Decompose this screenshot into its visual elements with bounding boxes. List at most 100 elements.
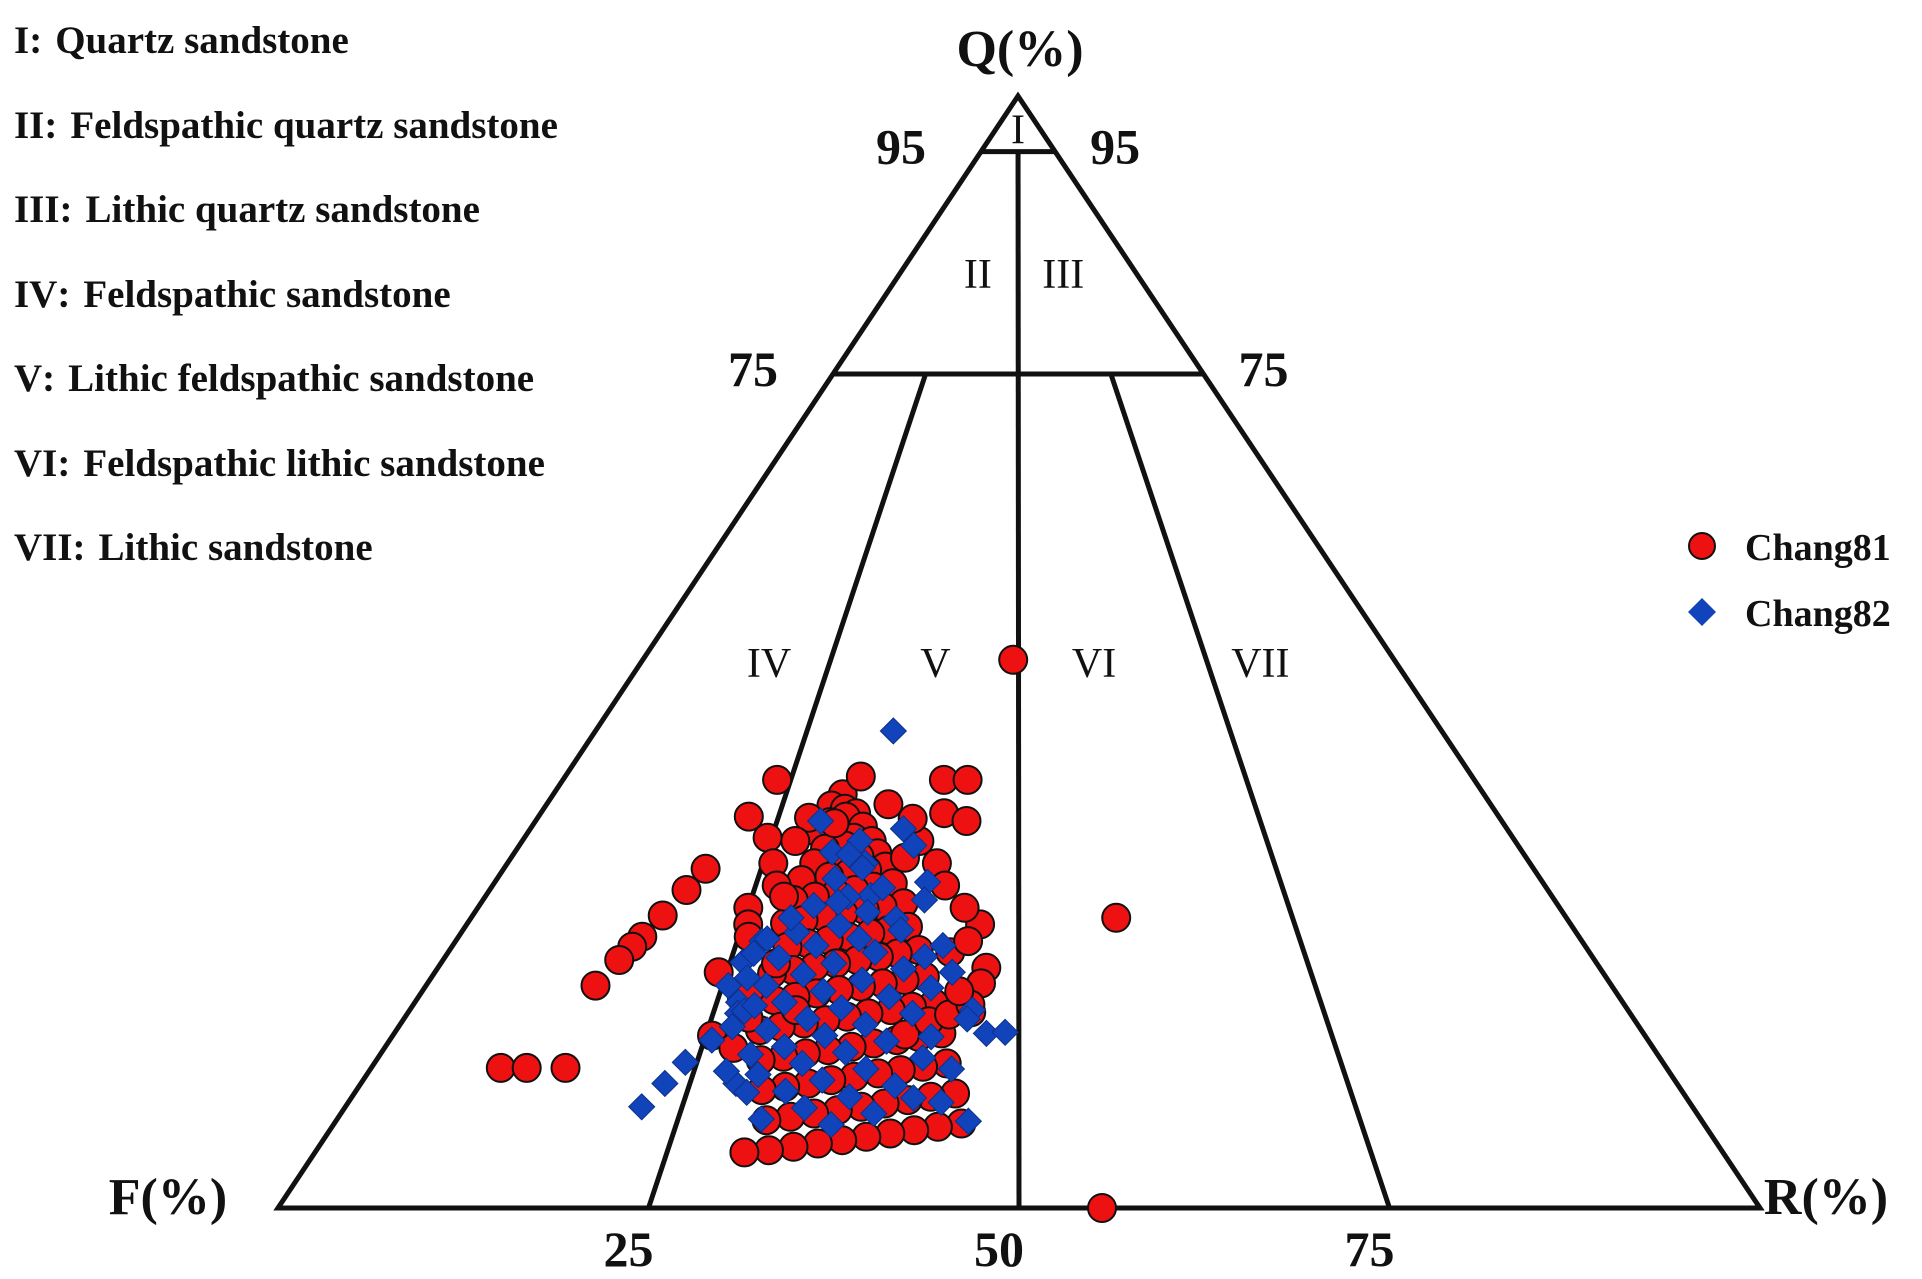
point-chang82 <box>898 999 927 1028</box>
q-tick-left-75: 75 <box>728 341 778 397</box>
point-chang82 <box>889 955 918 983</box>
legend-entry-IV: IV: Feldspathic sandstone <box>14 272 451 316</box>
point-chang82 <box>852 1055 880 1083</box>
field-label-VI: VI <box>1072 641 1116 687</box>
point-chang81 <box>690 853 721 884</box>
field-label-I: I <box>1011 107 1025 153</box>
point-chang82 <box>927 1088 955 1117</box>
point-chang82 <box>899 1084 928 1112</box>
legend-entry-II: II: Feldspathic quartz sandstone <box>14 103 558 147</box>
point-chang82 <box>889 815 918 843</box>
point-chang82 <box>712 1057 741 1085</box>
field-label-V: V <box>920 641 950 687</box>
legend-entry-VII: VII: Lithic sandstone <box>14 526 373 569</box>
legend-code: II <box>14 103 45 147</box>
point-chang82 <box>718 1013 747 1041</box>
point-chang82 <box>887 916 915 944</box>
axis-labels: Q(%) F(%) R(%) <box>109 21 1888 1226</box>
point-chang82 <box>771 1077 800 1105</box>
point-chang82 <box>765 944 793 972</box>
point-chang82 <box>868 874 897 902</box>
point-chang82 <box>954 1107 983 1135</box>
field-label-III: III <box>1042 252 1084 298</box>
point-chang82 <box>824 888 852 916</box>
q-tick-left-95: 95 <box>876 119 926 175</box>
legend-name: Lithic sandstone <box>98 526 373 569</box>
base-tick-25: 25 <box>604 1221 654 1277</box>
point-chang82 <box>736 1040 765 1069</box>
point-chang82 <box>770 1033 799 1061</box>
legend-entry-I: I: Quartz sandstone <box>14 19 349 62</box>
legend-label-chang81: Chang81 <box>1745 527 1891 569</box>
point-chang82 <box>739 939 768 968</box>
point-chang82 <box>911 942 939 971</box>
point-chang82 <box>851 1010 880 1039</box>
point-chang82 <box>788 1049 816 1078</box>
point-chang81 <box>780 826 811 856</box>
point-chang82 <box>953 1005 981 1033</box>
point-chang82 <box>651 1069 679 1098</box>
point-chang82 <box>937 1055 966 1083</box>
legend-name: Feldspathic sandstone <box>83 272 451 316</box>
point-chang82 <box>744 1060 772 1089</box>
axis-title-left: F(%) <box>109 1169 227 1226</box>
point-chang82 <box>853 898 882 926</box>
point-chang82 <box>938 958 966 986</box>
point-chang81 <box>733 801 764 832</box>
field-label-IV: IV <box>747 641 791 687</box>
legend-entry-VI: VI: Feldspathic lithic sandstone <box>14 441 545 485</box>
point-chang82 <box>991 1018 1019 1047</box>
legend-code: I <box>14 19 30 62</box>
point-chang82 <box>733 964 762 992</box>
point-chang82 <box>929 931 957 960</box>
point-chang82 <box>872 1027 901 1055</box>
legend-code: IV <box>14 272 58 316</box>
point-chang81 <box>769 881 799 912</box>
point-chang81 <box>485 1052 516 1083</box>
legend-name: Feldspathic lithic sandstone <box>83 441 545 485</box>
point-chang82 <box>881 1071 909 1100</box>
legend-name: Feldspathic quartz sandstone <box>70 103 558 147</box>
point-chang82 <box>835 840 863 869</box>
series-chang82 <box>628 717 1019 1139</box>
q-tick-right-75: 75 <box>1239 341 1289 397</box>
point-chang81 <box>604 945 635 975</box>
point-chang82 <box>802 931 830 960</box>
point-chang82 <box>806 807 835 835</box>
legend-code: III <box>14 188 60 231</box>
legend-name: Quartz sandstone <box>55 19 349 62</box>
point-chang82 <box>809 977 837 1005</box>
point-chang82 <box>698 1026 726 1054</box>
point-chang81 <box>511 1052 542 1083</box>
point-chang81 <box>998 644 1029 675</box>
legend-name: Lithic feldspathic sandstone <box>68 357 535 400</box>
point-chang82 <box>860 1099 888 1128</box>
q-tick-right-95: 95 <box>1090 119 1140 175</box>
point-chang82 <box>671 1048 700 1077</box>
point-chang82 <box>714 971 743 1000</box>
divider-50 <box>1015 151 1022 1209</box>
point-chang82 <box>875 983 903 1011</box>
point-chang82 <box>818 838 846 866</box>
point-chang82 <box>790 1094 819 1122</box>
point-chang82 <box>777 904 805 932</box>
point-chang82 <box>909 1044 937 1072</box>
point-chang82 <box>861 938 889 966</box>
point-chang82 <box>910 886 939 914</box>
legend-entry-III: III: Lithic quartz sandstone <box>14 188 480 231</box>
base-tick-50: 50 <box>974 1221 1024 1277</box>
legend-marker-chang81 <box>1688 532 1716 560</box>
legend-name: Lithic quartz sandstone <box>85 188 480 231</box>
point-chang82 <box>740 991 769 1020</box>
field-label-II: II <box>964 252 992 298</box>
legend-code: V <box>14 357 43 400</box>
point-chang81 <box>550 1052 581 1083</box>
point-chang82 <box>753 925 781 953</box>
data-points <box>485 644 1132 1223</box>
point-chang82 <box>827 994 856 1022</box>
divider-75 <box>1108 373 1392 1209</box>
point-chang82 <box>747 1105 775 1133</box>
point-chang81 <box>778 1131 809 1162</box>
point-chang82 <box>825 911 854 940</box>
